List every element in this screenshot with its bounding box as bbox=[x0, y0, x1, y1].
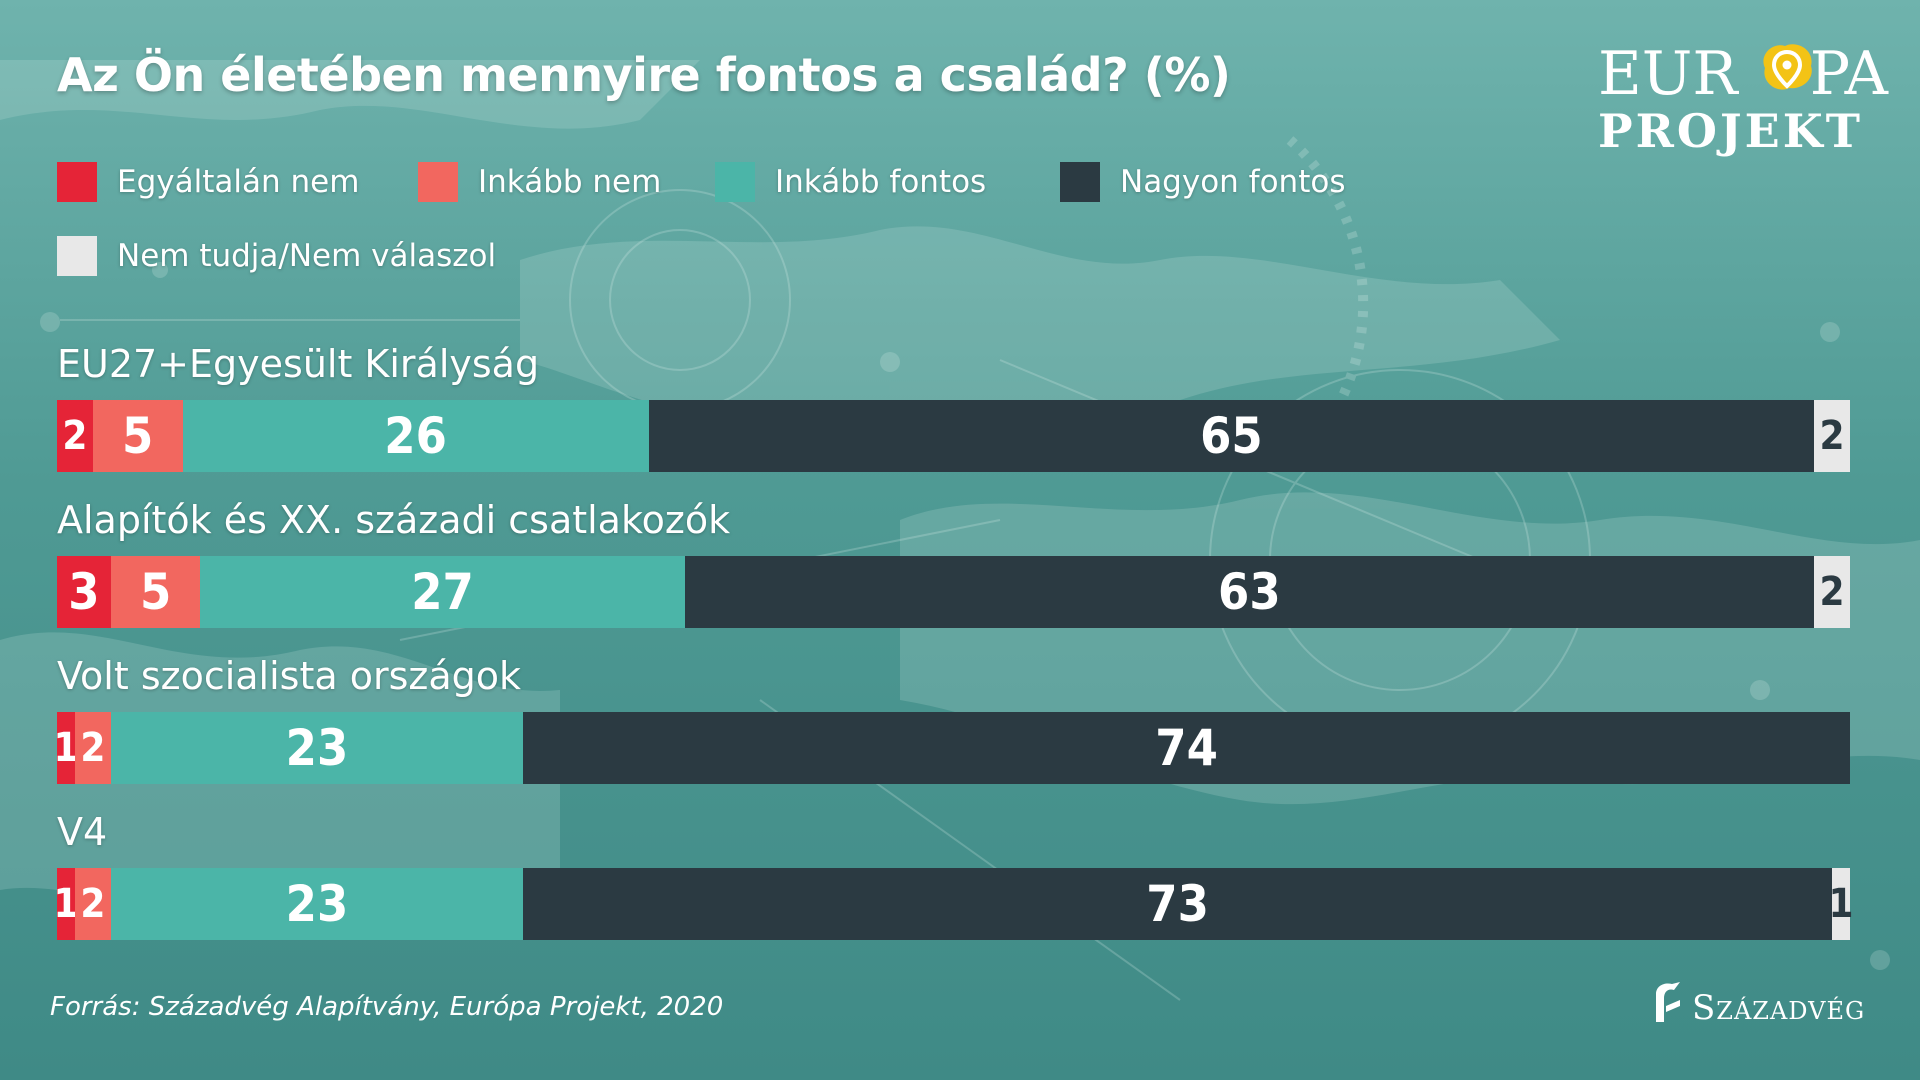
category-label: V4 bbox=[57, 810, 108, 854]
bar-segment: 23 bbox=[110, 712, 524, 784]
stacked-bar: 1 2 23 74 bbox=[53, 712, 1850, 784]
legend-swatch bbox=[57, 236, 97, 276]
bar-segment: 26 bbox=[182, 400, 649, 472]
bar-segment: 65 bbox=[648, 400, 1815, 472]
svg-text:EUR: EUR bbox=[1598, 39, 1739, 104]
source-note: Forrás: Századvég Alapítvány, Európa Pro… bbox=[50, 992, 724, 1022]
bar-segment: 27 bbox=[200, 556, 685, 628]
bar-segment: 2 bbox=[74, 712, 111, 784]
legend-item: Inkább fontos bbox=[715, 162, 986, 202]
europa-logo: EUR PA bbox=[1598, 39, 1889, 104]
bar-segment: 74 bbox=[523, 712, 1850, 784]
chart-title: Az Ön életében mennyire fontos a család?… bbox=[57, 48, 1231, 102]
bar-segment: 5 bbox=[92, 400, 183, 472]
location-pin-icon bbox=[1763, 44, 1812, 90]
bar-segment: 3 bbox=[57, 556, 111, 628]
projekt-logo-text: PROJEKT bbox=[1598, 104, 1863, 158]
legend-swatch bbox=[57, 162, 97, 202]
szazadveg-logo-text: Századvég bbox=[1692, 988, 1866, 1028]
szazadveg-emblem-icon bbox=[1656, 982, 1680, 1022]
bar-segment: 63 bbox=[684, 556, 1815, 628]
bar-segment: 1 bbox=[53, 712, 78, 784]
legend-swatch bbox=[715, 162, 755, 202]
legend-item: Egyáltalán nem bbox=[57, 162, 359, 202]
bar-segment: 2 bbox=[57, 400, 93, 472]
legend-label: Inkább nem bbox=[478, 164, 662, 200]
category-label: Volt szocialista országok bbox=[57, 654, 522, 698]
bar-segment: 2 bbox=[1814, 400, 1850, 472]
legend-item: Nem tudja/Nem válaszol bbox=[57, 236, 496, 276]
svg-text:PA: PA bbox=[1810, 39, 1889, 104]
legend-label: Nagyon fontos bbox=[1120, 164, 1346, 200]
category-label: Alapítók és XX. századi csatlakozók bbox=[57, 498, 731, 542]
bar-segment: 73 bbox=[523, 868, 1833, 940]
legend-swatch bbox=[418, 162, 458, 202]
stacked-bar: 2 5 26 65 2 bbox=[57, 400, 1850, 472]
stacked-bar: 3 5 27 63 2 bbox=[57, 556, 1850, 628]
legend-item: Nagyon fontos bbox=[1060, 162, 1345, 202]
legend-item: Inkább nem bbox=[418, 162, 661, 202]
bar-segment: 23 bbox=[110, 868, 524, 940]
stacked-bar: 1 2 23 73 1 bbox=[53, 868, 1854, 940]
bar-segment: 5 bbox=[110, 556, 201, 628]
legend-label: Inkább fontos bbox=[775, 164, 987, 200]
bar-segment: 2 bbox=[1814, 556, 1850, 628]
legend-swatch bbox=[1060, 162, 1100, 202]
legend-label: Egyáltalán nem bbox=[117, 164, 360, 200]
bar-segment: 1 bbox=[53, 868, 78, 940]
bar-segment: 2 bbox=[74, 868, 111, 940]
bar-segment: 1 bbox=[1829, 868, 1854, 940]
category-label: EU27+Egyesült Királyság bbox=[57, 342, 540, 386]
legend-label: Nem tudja/Nem válaszol bbox=[117, 238, 497, 274]
